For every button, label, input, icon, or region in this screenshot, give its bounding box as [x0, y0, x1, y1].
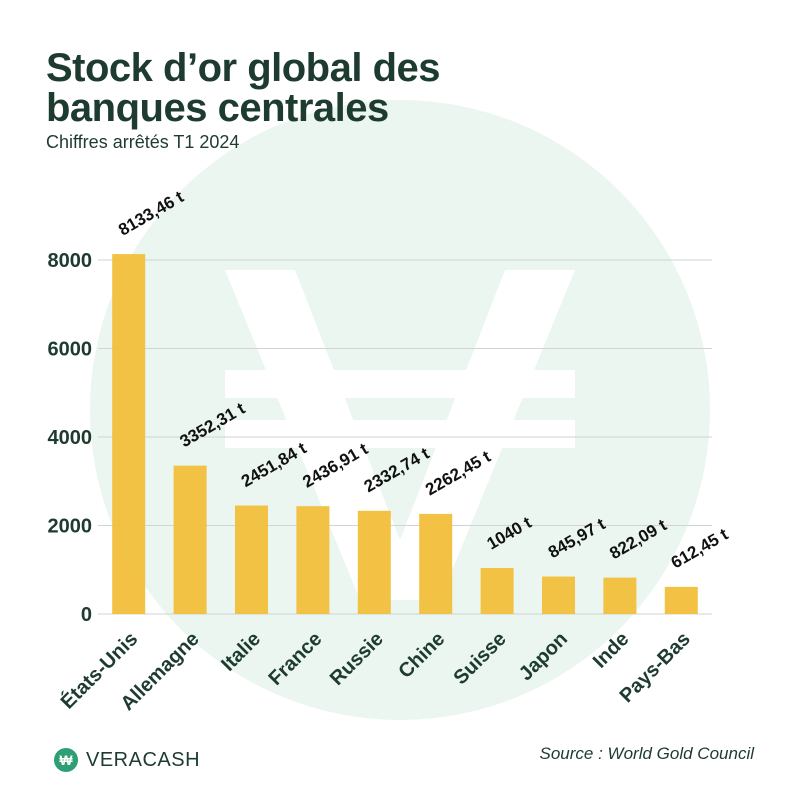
data-label: 822,09 t	[606, 515, 670, 563]
bar	[235, 505, 268, 614]
bar	[173, 465, 207, 614]
data-label: 1040 t	[484, 513, 536, 554]
x-tick-label: Inde	[589, 628, 634, 673]
data-label: 2436,91 t	[299, 439, 371, 492]
chart-subtitle: Chiffres arrêtés T1 2024	[46, 132, 240, 152]
y-tick-label: 4000	[48, 427, 93, 449]
data-label: 2451,84 t	[238, 438, 310, 491]
x-tick-label: Chine	[394, 628, 449, 683]
bar	[603, 577, 637, 614]
data-label: 845,97 t	[545, 514, 609, 562]
brand: ₩ VERACASH	[54, 748, 200, 772]
y-tick-label: 6000	[48, 339, 93, 361]
bar	[296, 506, 330, 614]
x-tick-label: Suisse	[449, 628, 510, 689]
y-tick-label: 2000	[48, 516, 93, 538]
chart-title: Stock d’or global des banques centrales	[46, 46, 441, 130]
data-label: 2262,45 t	[422, 447, 494, 500]
bar	[357, 510, 391, 614]
data-label: 8133,46 t	[115, 187, 187, 240]
x-tick-label: Italie	[217, 628, 265, 676]
bar	[419, 513, 453, 614]
y-tick-label: 0	[81, 604, 92, 626]
bar	[480, 567, 514, 614]
bar	[542, 576, 575, 614]
data-label: 2332,74 t	[361, 444, 433, 497]
data-label: 612,45 t	[668, 525, 732, 573]
x-tick-label: Japon	[515, 628, 572, 685]
bar	[112, 254, 146, 614]
x-tick-label: Russie	[326, 628, 388, 690]
x-tick-label: France	[264, 628, 326, 690]
source-note: Source : World Gold Council	[539, 744, 754, 763]
watermark-v-icon	[225, 270, 575, 600]
bar	[664, 586, 698, 614]
data-label: 3352,31 t	[177, 399, 249, 452]
veracash-logo-icon: ₩	[54, 748, 78, 772]
brand-name: VERACASH	[86, 748, 201, 771]
y-tick-label: 8000	[48, 250, 93, 272]
